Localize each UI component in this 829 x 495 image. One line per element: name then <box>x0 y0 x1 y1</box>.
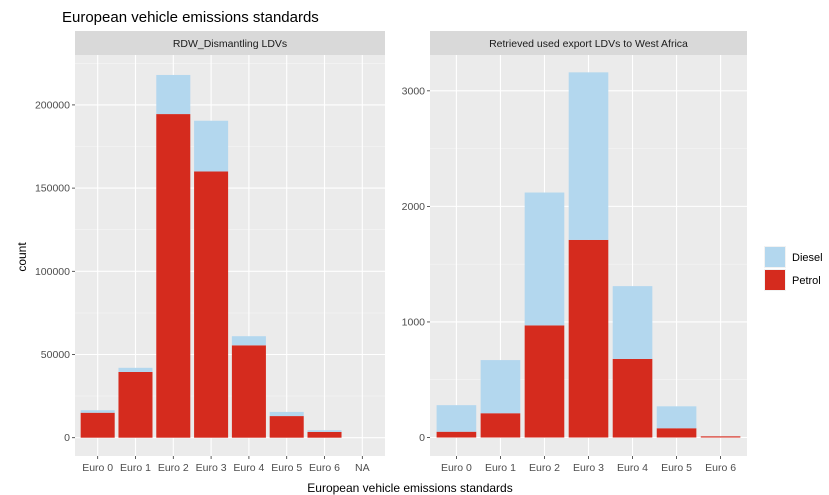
x-tick-label: Euro 4 <box>617 462 648 474</box>
y-tick-label: 50000 <box>41 349 70 361</box>
legend-swatch-diesel <box>765 247 785 267</box>
bar-diesel-euro-6 <box>307 430 342 432</box>
x-tick-label: Euro 6 <box>309 462 340 474</box>
x-tick-label: Euro 2 <box>158 462 189 474</box>
facet-title: Retrieved used export LDVs to West Afric… <box>489 38 688 50</box>
bar-petrol-euro-1 <box>118 371 153 438</box>
y-tick-label: 1000 <box>402 316 426 328</box>
x-tick-label: Euro 3 <box>573 462 604 474</box>
legend-label-diesel: Diesel <box>792 252 823 264</box>
facet-1: Retrieved used export LDVs to West Afric… <box>402 31 747 474</box>
legend-swatch-petrol <box>765 270 785 290</box>
bar-petrol-euro-6 <box>307 431 342 438</box>
y-tick-label: 200000 <box>35 99 70 111</box>
x-tick-label: Euro 6 <box>705 462 736 474</box>
bar-diesel-euro-4 <box>231 336 266 346</box>
x-axis-title: European vehicle emissions standards <box>307 481 512 495</box>
bar-diesel-euro-5 <box>656 406 697 429</box>
facet-0: RDW_Dismantling LDVs 0 50000 100000 150000 20… <box>35 31 385 474</box>
bar-diesel-euro-1 <box>480 360 521 414</box>
bar-diesel-euro-5 <box>269 411 304 417</box>
y-tick-label: 150000 <box>35 183 70 195</box>
bar-petrol-euro-0 <box>436 431 477 438</box>
bar-petrol-euro-4 <box>231 345 266 438</box>
bar-diesel-euro-1 <box>118 367 153 372</box>
facet-strip <box>75 31 385 55</box>
chart-title: European vehicle emissions standards <box>62 9 319 26</box>
legend: Diesel Petrol <box>764 246 823 291</box>
bar-diesel-euro-2 <box>524 192 565 326</box>
bar-petrol-euro-2 <box>156 114 191 438</box>
y-axis-title: count <box>15 242 29 272</box>
y-tick-label: 100000 <box>35 266 70 278</box>
facet-strip <box>430 31 747 55</box>
y-tick-label: 0 <box>64 432 70 444</box>
x-tick-label: Euro 1 <box>120 462 151 474</box>
x-tick-label: Euro 4 <box>233 462 264 474</box>
y-tick-label: 2000 <box>402 201 426 213</box>
x-tick-label: NA <box>355 462 370 474</box>
bar-petrol-euro-2 <box>524 325 565 438</box>
bar-diesel-euro-2 <box>156 74 191 115</box>
facets: RDW_Dismantling LDVs 0 50000 100000 150000 20… <box>35 31 747 474</box>
x-tick-label: Euro 5 <box>271 462 302 474</box>
bar-petrol-euro-3 <box>568 239 609 438</box>
x-tick-label: Euro 1 <box>485 462 516 474</box>
x-tick-label: Euro 5 <box>661 462 692 474</box>
bar-diesel-euro-3 <box>568 72 609 240</box>
bar-petrol-euro-4 <box>612 358 653 438</box>
y-tick-label: 3000 <box>402 85 426 97</box>
bar-diesel-euro-3 <box>194 120 229 172</box>
x-tick-label: Euro 2 <box>529 462 560 474</box>
y-tick-label: 0 <box>419 432 425 444</box>
facet-title: RDW_Dismantling LDVs <box>173 38 287 50</box>
bar-petrol-euro-0 <box>80 412 115 438</box>
bar-diesel-euro-4 <box>612 286 653 359</box>
bar-petrol-euro-5 <box>656 428 697 438</box>
legend-label-petrol: Petrol <box>792 275 821 287</box>
bar-petrol-euro-3 <box>194 171 229 438</box>
bar-diesel-euro-0 <box>80 410 115 413</box>
bar-petrol-euro-5 <box>269 416 304 438</box>
x-tick-label: Euro 0 <box>441 462 472 474</box>
x-tick-label: Euro 3 <box>196 462 227 474</box>
bar-diesel-euro-0 <box>436 405 477 432</box>
bar-petrol-euro-6 <box>700 436 741 438</box>
x-tick-label: Euro 0 <box>82 462 113 474</box>
bar-petrol-euro-1 <box>480 413 521 438</box>
